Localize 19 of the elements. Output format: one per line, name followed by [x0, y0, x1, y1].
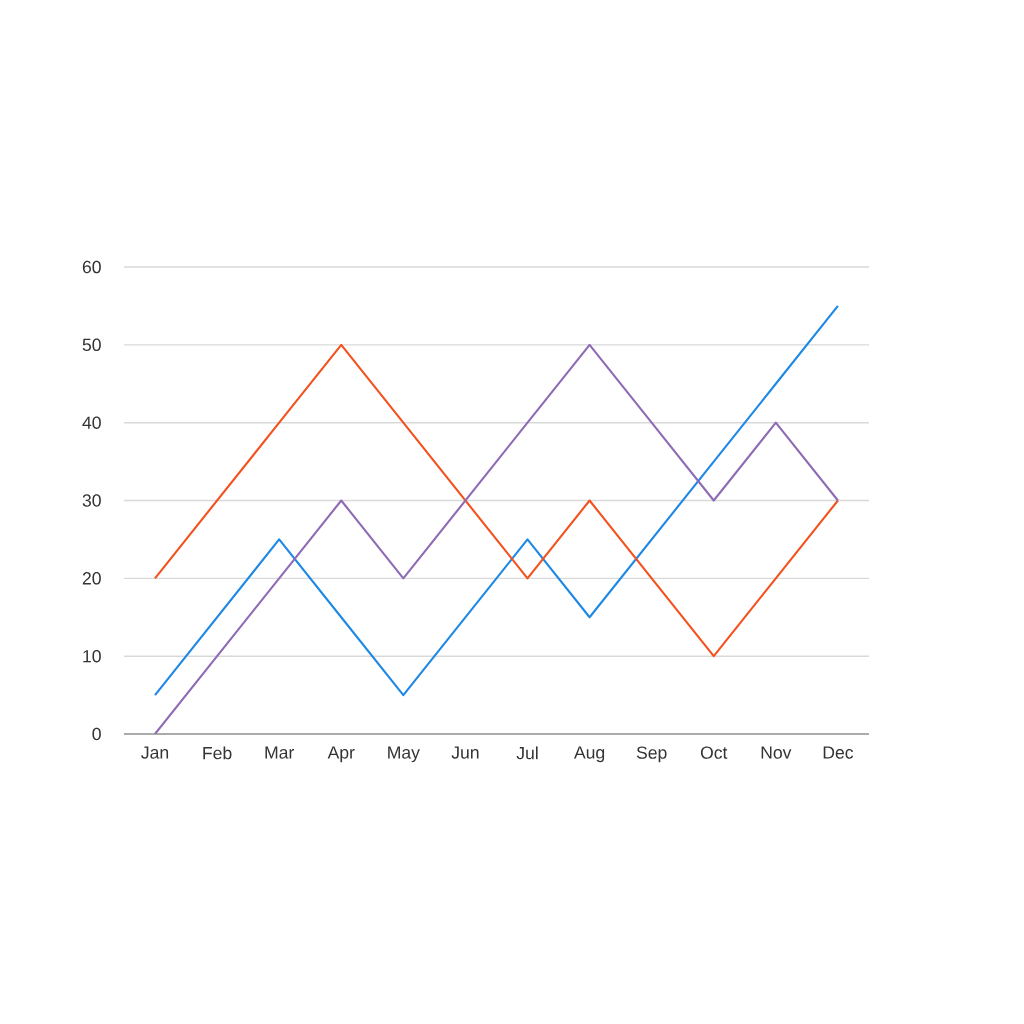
- x-tick-label: Aug: [574, 746, 605, 763]
- y-tick-label: 60: [82, 260, 101, 274]
- y-tick-label: 50: [82, 338, 101, 352]
- x-tick-label: Jul: [516, 746, 538, 760]
- x-tick-label: Apr: [327, 746, 355, 763]
- y-tick-label: 30: [82, 494, 101, 507]
- y-tick-label: 40: [82, 416, 101, 429]
- x-tick-label: Oct: [700, 746, 728, 759]
- x-tick-label: Mar: [265, 746, 295, 759]
- x-tick-label: Sep: [636, 746, 667, 763]
- y-tick-label: 10: [83, 649, 101, 663]
- x-tick-label: Jun: [451, 746, 479, 759]
- y-tick-label: 0: [92, 727, 101, 741]
- x-tick-label: Dec: [823, 746, 854, 759]
- y-tick-label: 20: [82, 572, 101, 585]
- x-tick-label: Nov: [761, 746, 792, 759]
- x-tick-label: Feb: [203, 746, 232, 760]
- x-tick-label: May: [388, 746, 420, 763]
- x-tick-label: Jan: [141, 746, 169, 759]
